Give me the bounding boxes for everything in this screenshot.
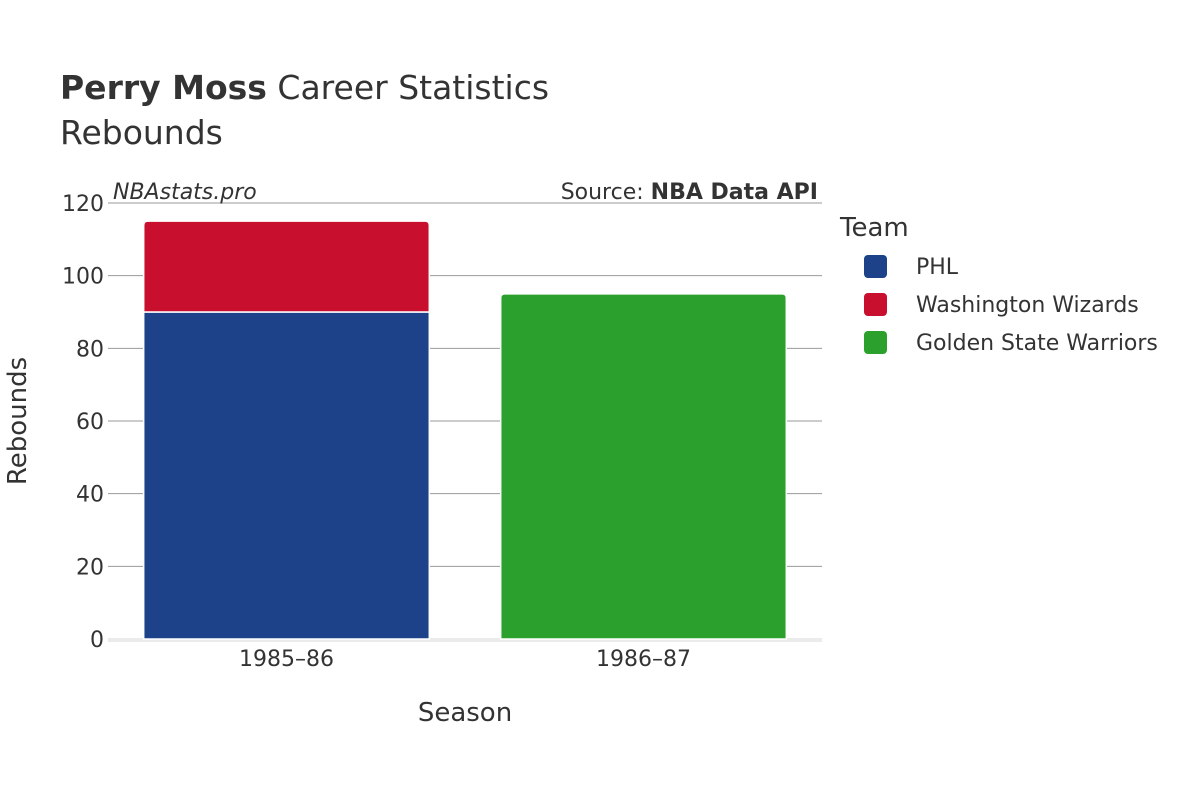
source-credit: Source: NBA Data API	[561, 180, 818, 205]
y-tick-label: 120	[62, 192, 104, 217]
chart-title: Perry Moss Career Statistics	[60, 68, 549, 108]
legend-item-label: Golden State Warriors	[916, 331, 1158, 356]
x-tick-label: 1985–86	[239, 647, 334, 672]
legend-item-label: Washington Wizards	[916, 293, 1139, 318]
y-tick-label: 20	[76, 555, 104, 580]
legend-swatch	[864, 331, 887, 354]
legend-swatch	[864, 293, 887, 316]
chart-title-player: Perry Moss	[60, 68, 267, 107]
y-tick-label: 40	[76, 483, 104, 508]
y-tick-label: 60	[76, 410, 104, 435]
legend-swatch	[864, 255, 887, 278]
legend-item-label: PHL	[916, 255, 959, 280]
source-prefix: Source:	[561, 180, 651, 205]
x-tick-label: 1986–87	[596, 647, 691, 672]
y-tick-label: 100	[62, 265, 104, 290]
legend: Team PHL Washington Wizards Golden State W…	[839, 213, 1158, 356]
chart-subtitle: Rebounds	[60, 113, 223, 152]
bar-segment	[142, 311, 431, 640]
y-tick-label: 0	[90, 628, 104, 653]
bar-segment	[142, 220, 431, 313]
x-axis-ticks: 1985–86 1986–87	[239, 647, 691, 672]
x-axis-title: Season	[418, 698, 512, 728]
source-name: NBA Data API	[651, 180, 818, 205]
bar-segment	[499, 293, 788, 640]
y-tick-label: 80	[76, 337, 104, 362]
y-axis-title: Rebounds	[3, 357, 33, 485]
y-axis-ticks: 0 20 40 60 80 100 120	[62, 192, 104, 653]
watermark: NBAstats.pro	[113, 180, 257, 205]
legend-title: Team	[839, 213, 909, 243]
bars	[142, 220, 788, 640]
chart-title-rest: Career Statistics	[277, 68, 550, 107]
